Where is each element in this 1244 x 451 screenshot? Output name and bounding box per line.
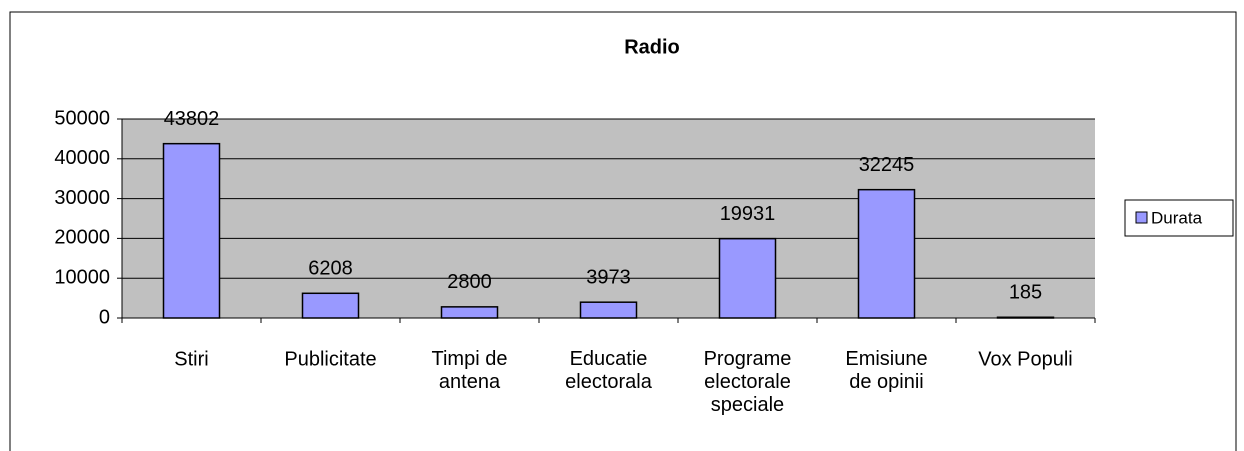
value-label: 2800 [447, 271, 492, 293]
x-tick-label: Educatie electorala [565, 348, 653, 393]
value-label: 32245 [859, 154, 915, 176]
y-tick-label: 10000 [54, 266, 110, 288]
bar [996, 316, 1055, 319]
x-tick-label: Programe electorale speciale [704, 348, 792, 416]
plot-area [122, 119, 1095, 318]
x-tick-label: Publicitate [284, 348, 376, 370]
value-label: 43802 [164, 108, 220, 130]
y-tick-label: 30000 [54, 187, 110, 209]
y-tick-label: 40000 [54, 147, 110, 169]
bar [857, 188, 916, 319]
legend-label: Durata [1151, 208, 1203, 227]
x-tick-label: Vox Populi [978, 348, 1073, 370]
value-label: 3973 [586, 266, 631, 288]
y-tick-label: 20000 [54, 227, 110, 249]
bar [579, 301, 638, 319]
legend-swatch [1135, 211, 1148, 224]
value-label: 185 [1009, 282, 1042, 304]
y-tick-label: 0 [99, 306, 110, 328]
x-tick-label: Stiri [174, 348, 208, 370]
x-tick-label: Emisiune de opinii [845, 348, 927, 393]
bar [162, 142, 221, 319]
x-tick-label: Timpi de antena [432, 348, 508, 393]
chart-title: Radio [624, 36, 680, 58]
y-tick-label: 50000 [54, 107, 110, 129]
value-label: 6208 [308, 258, 353, 280]
bar [440, 306, 499, 319]
bar [301, 292, 360, 319]
bar [718, 237, 777, 319]
value-label: 19931 [720, 203, 776, 225]
